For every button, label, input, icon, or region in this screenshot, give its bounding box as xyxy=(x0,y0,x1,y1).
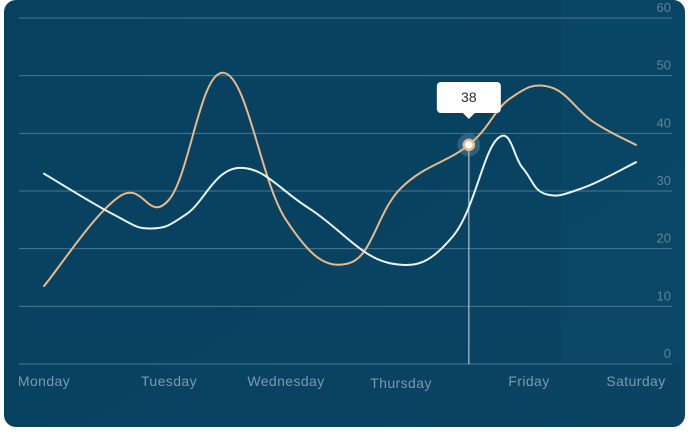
chart-card: 0 10 20 30 40 50 60 Monday Tuesday Wednesday Thur… xyxy=(4,0,685,427)
x-tick-label: Monday xyxy=(18,373,70,389)
x-tick-label: Wednesday xyxy=(247,373,324,389)
y-tick-label: 50 xyxy=(657,58,671,73)
tooltip-pointer xyxy=(462,113,475,119)
y-tick-label: 0 xyxy=(664,346,671,361)
x-tick-label: Friday xyxy=(508,373,549,389)
series-line-2 xyxy=(43,134,637,266)
y-tick-label: 10 xyxy=(657,288,671,303)
tooltip-value: 38 xyxy=(461,89,477,105)
y-tick-label: 20 xyxy=(657,231,671,246)
y-tick-label: 30 xyxy=(657,173,671,188)
tooltip-box xyxy=(436,82,501,113)
x-tick-label: Thursday xyxy=(370,375,432,391)
x-tick-label: Tuesday xyxy=(141,373,197,389)
series-line-1 xyxy=(43,71,637,288)
future-region xyxy=(561,0,685,364)
y-tick-label: 40 xyxy=(657,115,671,130)
line-chart: 0 10 20 30 40 50 60 Monday Tuesday Wednesday Thur… xyxy=(4,0,685,427)
data-point-marker[interactable] xyxy=(462,138,476,152)
x-tick-label: Saturday xyxy=(606,373,665,389)
y-tick-label: 60 xyxy=(657,0,671,15)
